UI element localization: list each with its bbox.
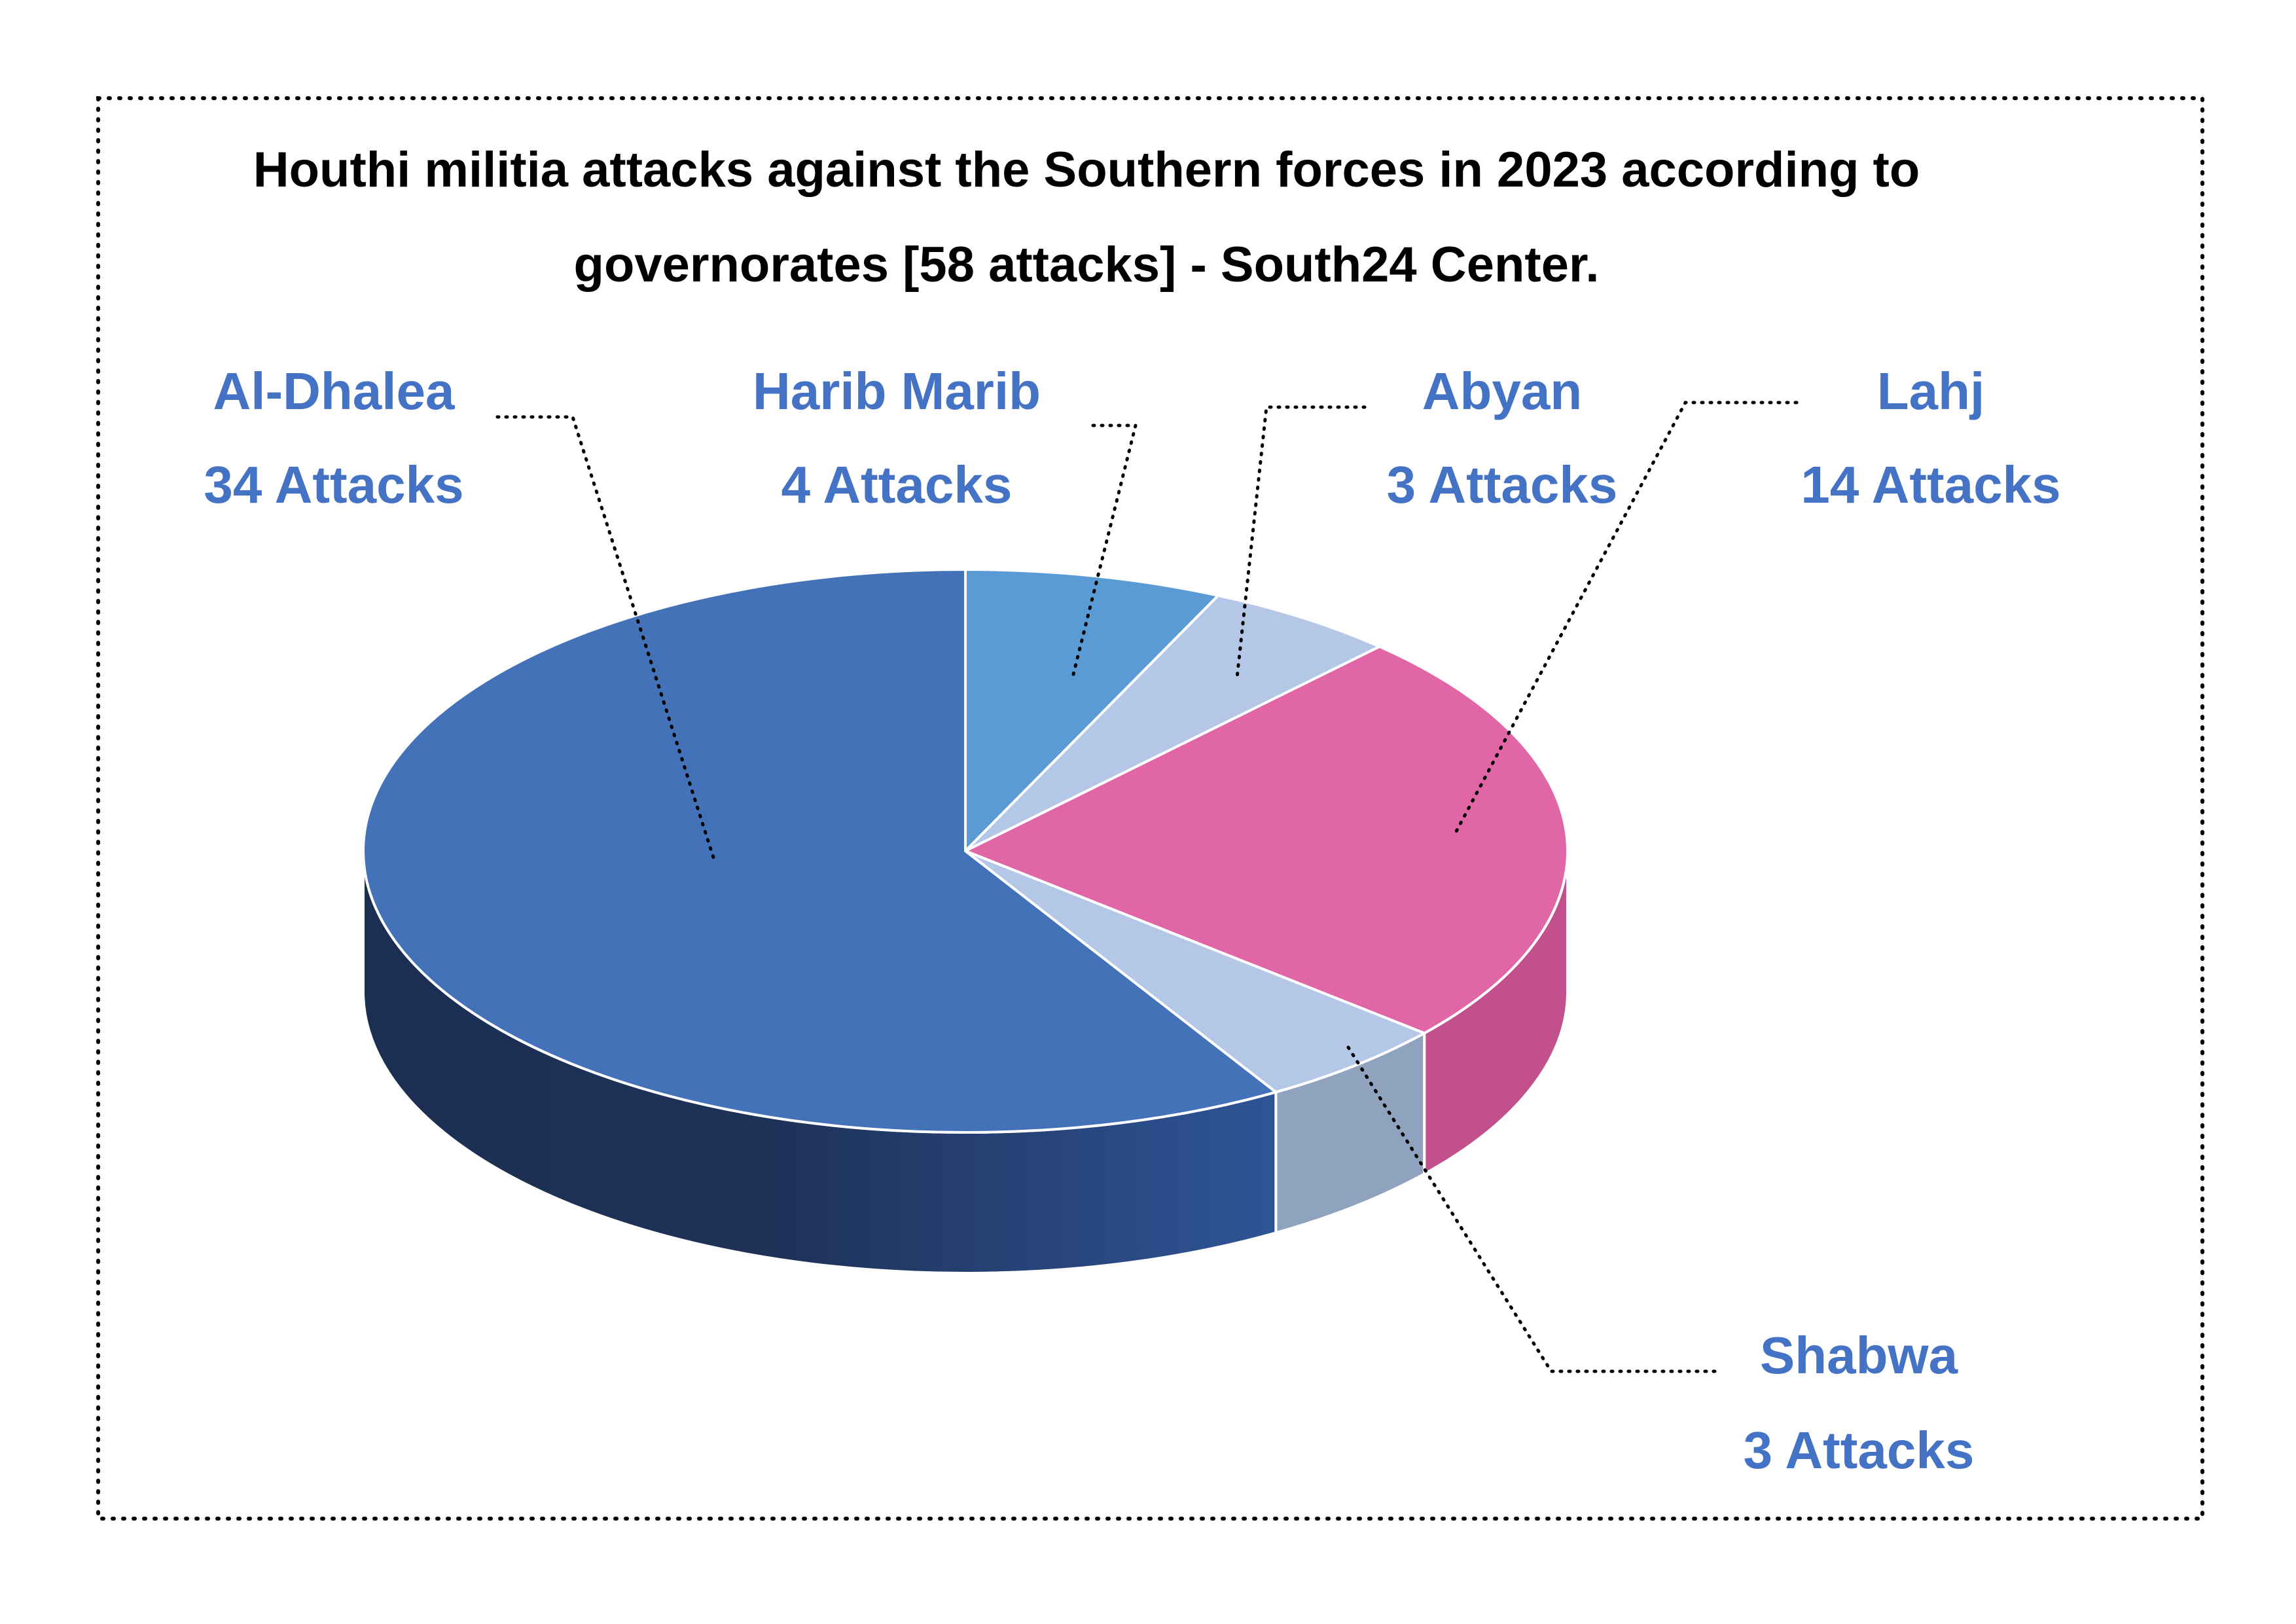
- chart-title-line-2: governorates [58 attacks] - South24 Cent…: [574, 237, 1600, 293]
- label-lahj-name: Lahj: [1877, 362, 1984, 420]
- pie-sides: [362, 850, 1569, 1274]
- label-al-dhalea: Al-Dhalea 34 Attacks: [204, 362, 463, 514]
- label-harib-marib-value: 4 Attacks: [781, 456, 1013, 514]
- leader-line-harib-marib: [1071, 424, 1138, 676]
- pie-slice-shabwa: [964, 850, 1427, 1094]
- chart-frame: [96, 96, 2204, 1521]
- label-al-dhalea-name: Al-Dhalea: [213, 362, 455, 420]
- label-lahj: Lahj 14 Attacks: [1801, 362, 2060, 514]
- label-shabwa-value: 3 Attacks: [1744, 1421, 1975, 1479]
- label-shabwa: Shabwa 3 Attacks: [1744, 1326, 1975, 1479]
- label-harib-marib: Harib Marib 4 Attacks: [753, 362, 1041, 514]
- chart-title-line-1: Houthi militia attacks against the South…: [253, 142, 1920, 198]
- label-al-dhalea-value: 34 Attacks: [204, 456, 463, 514]
- leader-line-al-dhalea: [495, 415, 715, 859]
- leader-line-lahj: [1454, 401, 1799, 833]
- pie-slice-abyan: [964, 594, 1383, 852]
- leader-line-abyan: [1235, 405, 1367, 679]
- label-harib-marib-name: Harib Marib: [753, 362, 1041, 420]
- label-abyan-name: Abyan: [1422, 362, 1583, 420]
- label-lahj-value: 14 Attacks: [1801, 456, 2060, 514]
- label-shabwa-name: Shabwa: [1760, 1326, 1958, 1384]
- leader-line-shabwa: [1346, 1045, 1723, 1373]
- pie-slice-lahj: [962, 645, 1570, 1035]
- pie-slice-harib-marib: [964, 568, 1221, 854]
- pie-tops: [362, 568, 1570, 1134]
- label-abyan: Abyan 3 Attacks: [1387, 362, 1618, 514]
- label-abyan-value: 3 Attacks: [1387, 456, 1618, 514]
